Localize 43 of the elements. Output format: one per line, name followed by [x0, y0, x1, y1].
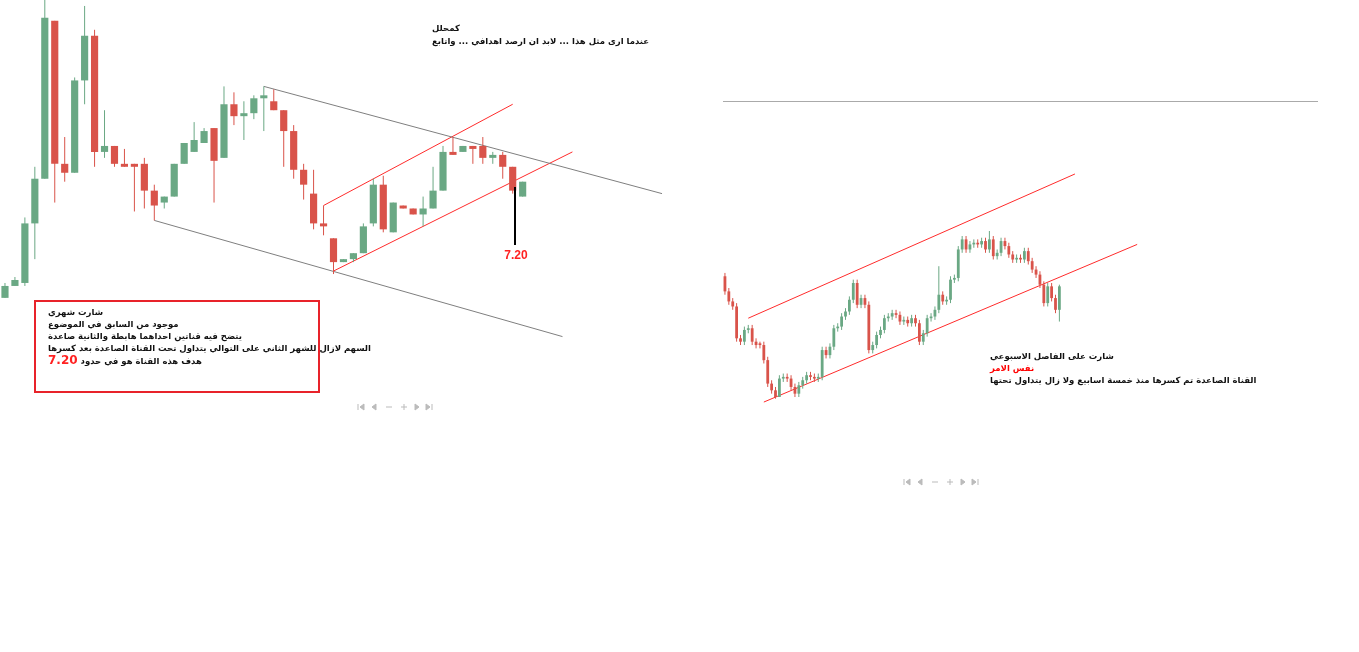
candlestick	[300, 163, 308, 201]
candlestick	[925, 314, 929, 338]
annotation: القناة الصاعدة تم كسرها منذ خمسة اسابيع ولا زال يتداول تحتها	[990, 374, 1257, 386]
candlestick	[150, 184, 158, 221]
candlestick	[1050, 282, 1054, 302]
candlestick	[449, 136, 457, 156]
annotation: 7.20	[504, 248, 528, 262]
candlestick	[855, 279, 859, 309]
candlestick	[762, 341, 766, 364]
candlestick	[61, 136, 69, 183]
candlestick	[130, 163, 138, 212]
annotation: كمحلل	[432, 22, 460, 34]
candlestick	[917, 319, 921, 346]
text: موجود من السابق في الموضوع	[48, 318, 179, 330]
candlestick	[280, 109, 288, 168]
candlestick	[240, 100, 248, 141]
candlestick	[429, 166, 437, 209]
candlestick	[100, 109, 109, 159]
candlestick	[949, 275, 952, 304]
annotation: شارت على الفاصل الاسبوعي	[990, 350, 1114, 362]
candlestick	[329, 237, 338, 275]
candlestick	[260, 85, 268, 132]
candlestick	[847, 295, 851, 316]
text: يتضح فيه قناتين احداهما هابطة والثانية صاعدة	[48, 330, 243, 342]
annotation: نفس الامر	[990, 362, 1035, 374]
candlestick	[991, 235, 995, 261]
candlestick	[882, 314, 886, 334]
candlestick	[319, 205, 328, 236]
annotation: عندما ارى مثل هذا ... لابد ان ارصد اهدافي ... واتابع	[432, 35, 650, 47]
candlestick	[1057, 284, 1061, 323]
candlestick	[766, 356, 770, 388]
text: شارت شهري	[48, 306, 103, 318]
candlestick	[230, 91, 238, 126]
candlestick	[851, 279, 855, 304]
candlestick	[750, 324, 754, 346]
candlestick	[250, 94, 258, 120]
candlestick	[1046, 282, 1050, 307]
text: السهم لازال للشهر الثاني على التوالي يتداول تحت القناة الصاعدة بعد كسرها	[48, 342, 371, 354]
candlestick	[190, 121, 198, 153]
candlestick	[1054, 294, 1057, 314]
candlestick	[469, 145, 477, 165]
candlestick	[479, 136, 487, 165]
candlestick	[499, 151, 507, 180]
